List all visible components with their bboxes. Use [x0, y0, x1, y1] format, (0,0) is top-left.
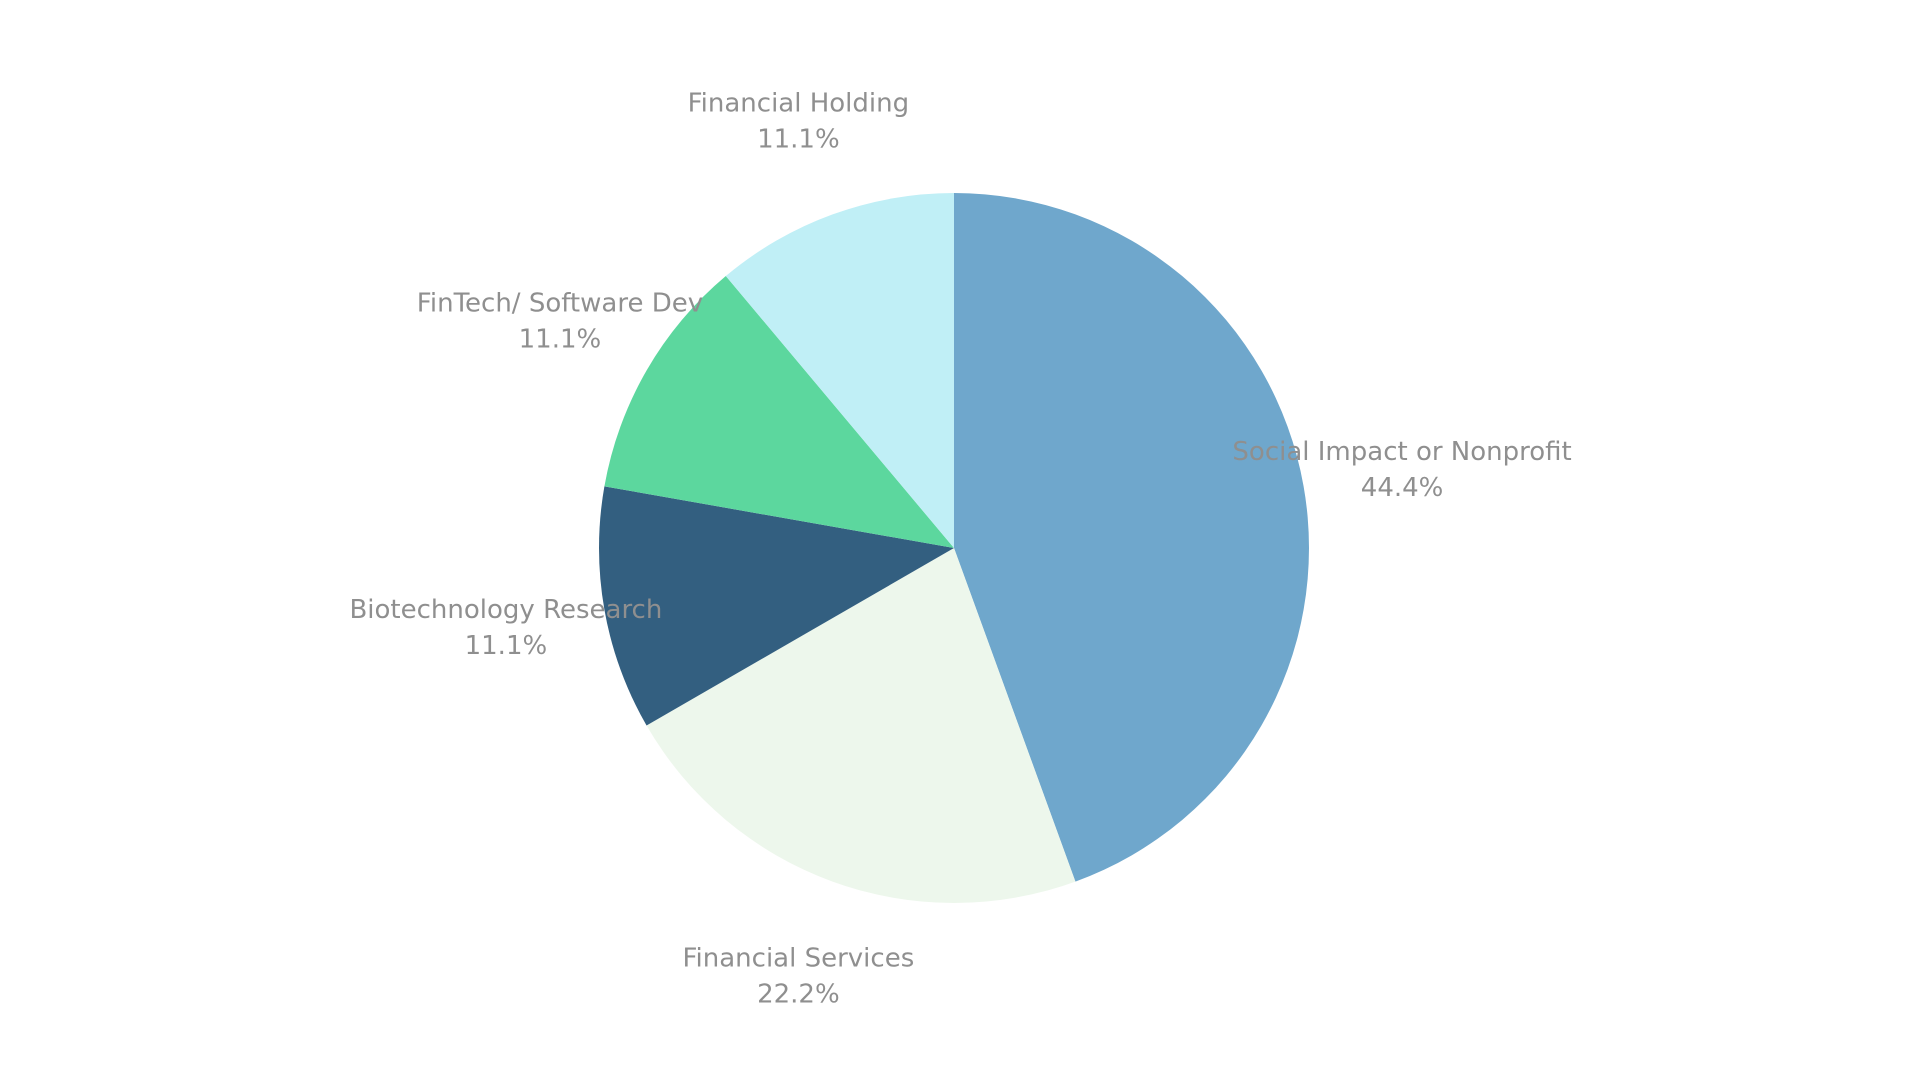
slice-percent-label: 11.1% — [519, 325, 602, 355]
pie-slice-social-impact-or-nonprofit — [954, 193, 1309, 882]
pie-slice-biotechnology-research — [599, 486, 954, 726]
slice-category-label: Financial Services — [682, 944, 914, 974]
pie-slice-fintech-software-dev — [604, 276, 954, 548]
slice-percent-label: 11.1% — [757, 124, 840, 154]
slice-category-label: FinTech/ Software Dev — [417, 289, 703, 319]
slice-percent-label: 11.1% — [465, 631, 548, 661]
pie-labels: Social Impact or Nonprofit 44.4% Financial… — [349, 88, 1571, 1009]
pie-slice-financial-services — [646, 548, 1076, 904]
slice-percent-label: 44.4% — [1361, 473, 1444, 503]
pie-slices — [599, 193, 1309, 904]
slice-category-label: Financial Holding — [688, 88, 910, 118]
slice-category-label: Social Impact or Nonprofit — [1232, 437, 1571, 467]
pie-slice-financial-holding — [725, 193, 954, 548]
slice-category-label: Biotechnology Research — [349, 595, 662, 625]
slice-percent-label: 22.2% — [757, 980, 840, 1010]
